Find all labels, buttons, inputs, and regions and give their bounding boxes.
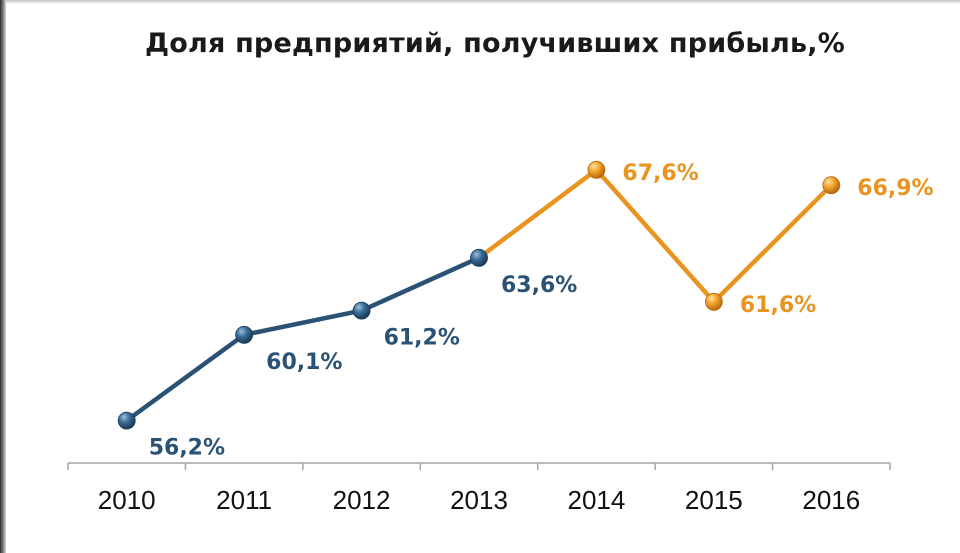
window-top-edge [0,0,960,4]
x-tick-label-2011: 2011 [216,485,272,515]
series-line-forecast [477,167,833,305]
data-label-fact-2012: 61,2% [384,326,460,351]
x-tick-label-2016: 2016 [802,485,860,515]
data-label-forecast-2015: 61,6% [740,293,816,318]
data-point-fact-2011 [235,325,254,344]
series-line-fact [125,255,480,423]
window-left-edge [0,0,6,553]
data-labels: 56,2% 60,1% 61,2% 63,6% 67,6% 61,6% 66,9% [149,161,934,461]
data-point-fact-2013 [470,248,488,267]
x-tick-label-2014: 2014 [568,485,626,515]
data-point-forecast-2014 [587,160,606,179]
data-label-fact-2011: 60,1% [266,350,342,375]
data-label-fact-2010: 56,2% [149,436,225,461]
x-tick-label-2015: 2015 [685,485,743,515]
data-point-fact-2012 [352,301,371,320]
x-tick-label-2010: 2010 [98,485,156,515]
x-tick-label-2013: 2013 [450,485,508,515]
data-point-fact-2010 [117,411,136,430]
x-axis: 2010 2011 2012 2013 2014 2015 2016 [67,462,891,515]
series-lines [125,167,833,423]
data-point-forecast-2015 [704,292,723,311]
series-points [117,160,841,430]
x-tick-label-2012: 2012 [333,485,391,515]
data-label-fact-2013: 63,6% [501,273,577,298]
chart-title: Доля предприятий, получивших прибыль,% [144,28,846,59]
data-point-forecast-2016 [822,176,841,195]
data-label-forecast-2014: 67,6% [622,161,698,186]
data-label-forecast-2016: 66,9% [857,176,933,201]
